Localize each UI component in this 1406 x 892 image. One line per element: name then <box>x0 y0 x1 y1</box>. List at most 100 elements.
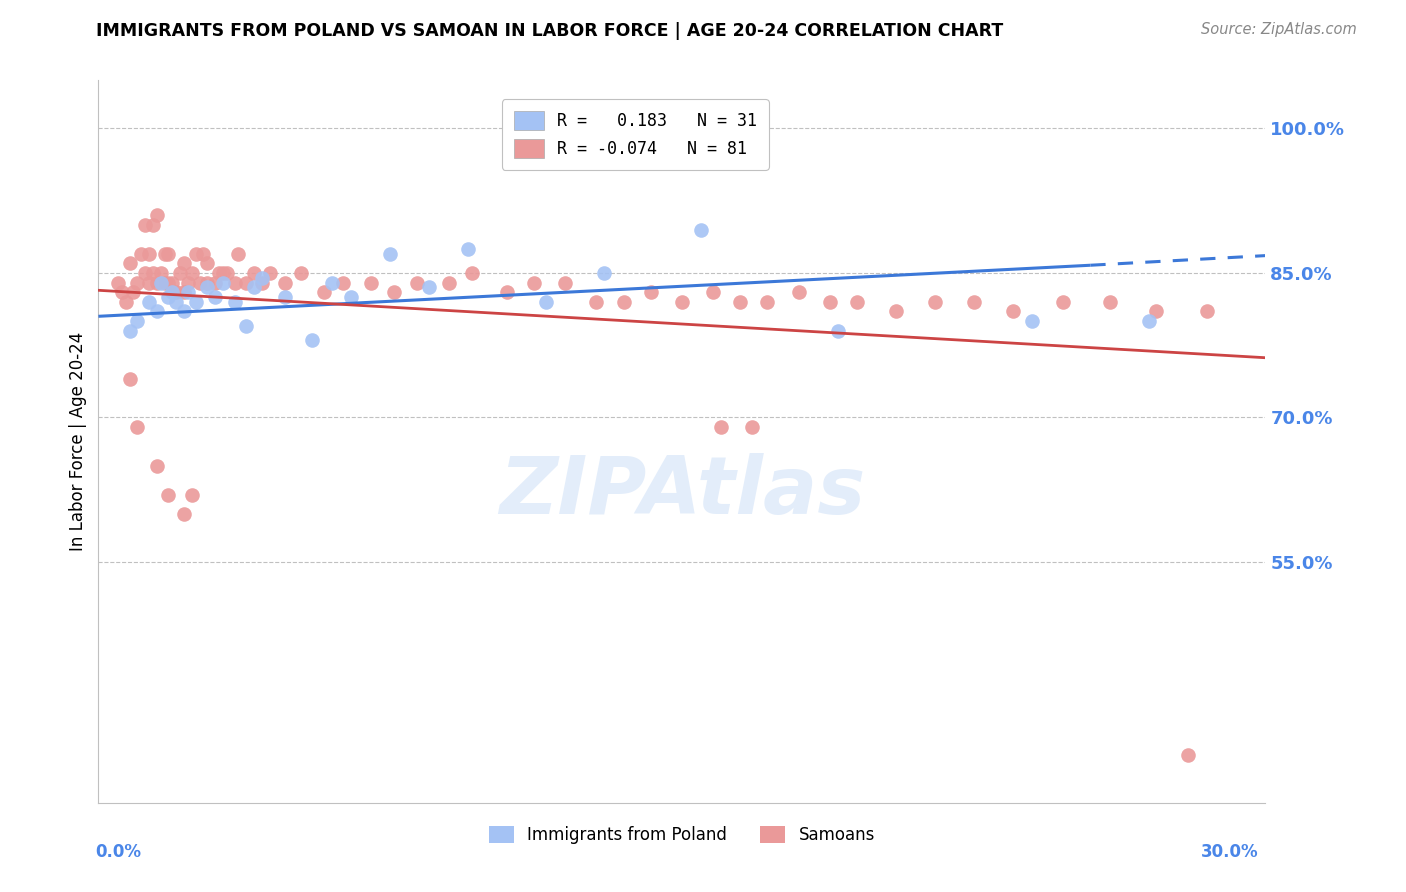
Point <box>1021 314 1043 328</box>
Point <box>671 294 693 309</box>
Point <box>127 276 149 290</box>
Point <box>461 266 484 280</box>
Point <box>593 266 616 280</box>
Text: 0.0%: 0.0% <box>96 843 142 861</box>
Point <box>165 285 187 300</box>
Point <box>146 208 169 222</box>
Point <box>146 304 169 318</box>
Point <box>157 487 180 501</box>
Point <box>177 276 200 290</box>
Point <box>741 420 763 434</box>
Point <box>554 276 576 290</box>
Point <box>924 294 946 309</box>
Point <box>418 280 440 294</box>
Text: IMMIGRANTS FROM POLAND VS SAMOAN IN LABOR FORCE | AGE 20-24 CORRELATION CHART: IMMIGRANTS FROM POLAND VS SAMOAN IN LABO… <box>96 22 1002 40</box>
Point <box>406 276 429 290</box>
Point <box>846 294 869 309</box>
Point <box>188 276 211 290</box>
Point <box>118 372 141 386</box>
Point <box>177 285 200 300</box>
Point <box>157 290 180 304</box>
Point <box>195 280 218 294</box>
Point <box>134 266 156 280</box>
Point <box>134 218 156 232</box>
Text: 30.0%: 30.0% <box>1201 843 1258 861</box>
Point <box>585 294 607 309</box>
Point <box>243 266 266 280</box>
Point <box>142 266 165 280</box>
Point <box>212 266 235 280</box>
Point <box>380 246 402 260</box>
Point <box>360 276 382 290</box>
Point <box>127 314 149 328</box>
Point <box>118 324 141 338</box>
Point <box>1195 304 1218 318</box>
Point <box>162 285 184 300</box>
Point <box>1137 314 1160 328</box>
Point <box>1177 747 1199 762</box>
Point <box>382 285 405 300</box>
Point <box>235 276 257 290</box>
Point <box>173 507 195 521</box>
Point <box>157 276 180 290</box>
Point <box>204 290 226 304</box>
Point <box>173 285 195 300</box>
Point <box>212 276 235 290</box>
Point <box>702 285 724 300</box>
Point <box>496 285 519 300</box>
Point <box>962 294 984 309</box>
Point <box>243 280 266 294</box>
Point <box>153 276 176 290</box>
Point <box>162 276 184 290</box>
Point <box>534 294 557 309</box>
Point <box>153 246 176 260</box>
Point <box>827 324 849 338</box>
Point <box>332 276 354 290</box>
Point <box>146 458 169 473</box>
Point <box>142 218 165 232</box>
Point <box>127 420 149 434</box>
Point <box>138 294 160 309</box>
Point <box>122 285 145 300</box>
Point <box>250 270 273 285</box>
Point <box>215 266 238 280</box>
Point <box>114 294 136 309</box>
Point <box>690 222 713 236</box>
Point <box>1146 304 1168 318</box>
Point <box>184 294 207 309</box>
Point <box>312 285 335 300</box>
Point <box>259 266 281 280</box>
Point <box>818 294 841 309</box>
Legend: Immigrants from Poland, Samoans: Immigrants from Poland, Samoans <box>481 817 883 852</box>
Point <box>437 276 460 290</box>
Text: ZIPAtlas: ZIPAtlas <box>499 453 865 531</box>
Point <box>107 276 129 290</box>
Point <box>640 285 662 300</box>
Point <box>208 266 231 280</box>
Point <box>165 294 187 309</box>
Point <box>290 266 312 280</box>
Point <box>787 285 810 300</box>
Point <box>613 294 636 309</box>
Point <box>321 276 343 290</box>
Point <box>111 285 134 300</box>
Point <box>710 420 733 434</box>
Point <box>173 304 195 318</box>
Point <box>250 276 273 290</box>
Point <box>138 246 160 260</box>
Point <box>129 246 152 260</box>
Point <box>149 276 172 290</box>
Point <box>195 276 218 290</box>
Point <box>301 334 323 348</box>
Point <box>1098 294 1121 309</box>
Point <box>730 294 752 309</box>
Point <box>274 290 297 304</box>
Point <box>1052 294 1074 309</box>
Point <box>138 276 160 290</box>
Point <box>1001 304 1024 318</box>
Point <box>146 276 169 290</box>
Point <box>193 246 215 260</box>
Point <box>180 266 202 280</box>
Point <box>204 276 226 290</box>
Point <box>756 294 779 309</box>
